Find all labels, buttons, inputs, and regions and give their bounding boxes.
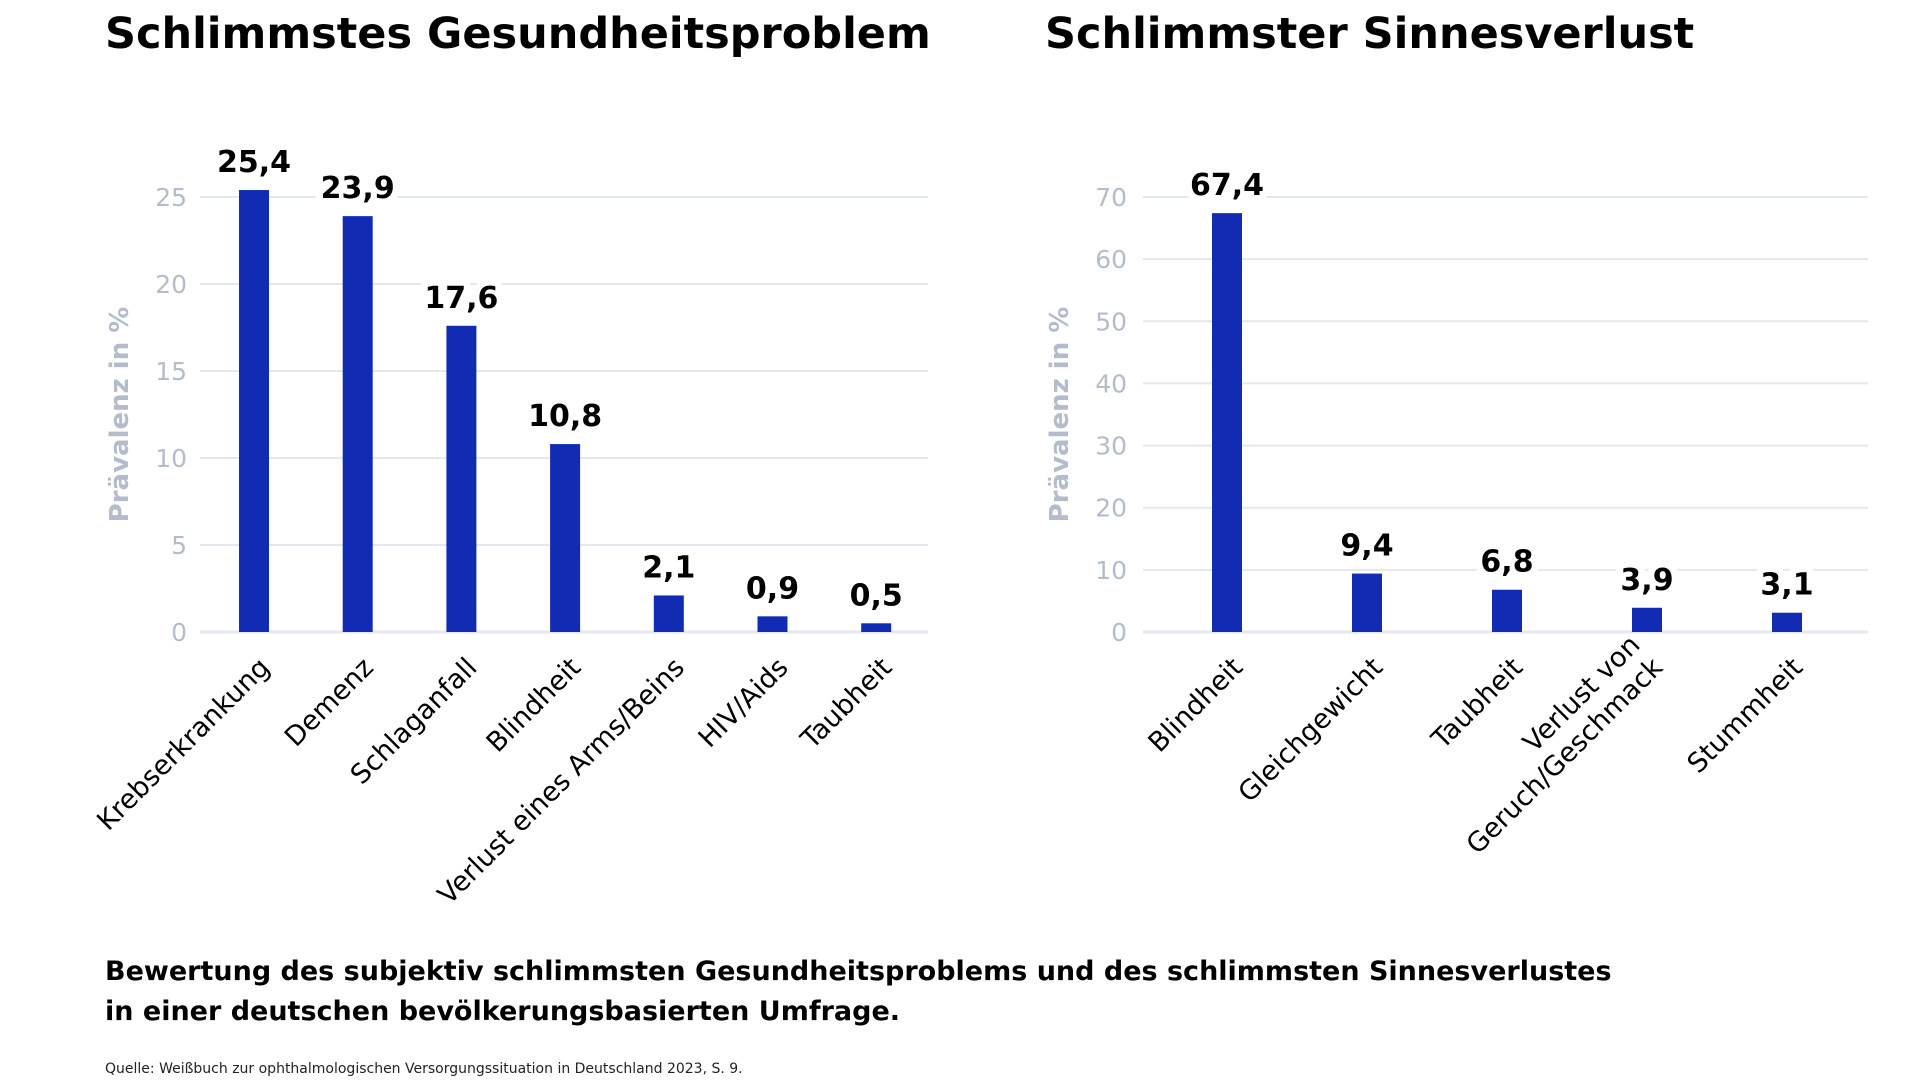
- y-tick-label: 30: [1095, 432, 1127, 461]
- caption-line-1: Bewertung des subjektiv schlimmsten Gesu…: [105, 956, 1612, 987]
- value-label-verlust-eines-arms-beins: 2,1: [642, 550, 695, 585]
- y-tick-label: 0: [1111, 618, 1127, 647]
- bar-krebserkrankung: [239, 190, 269, 633]
- category-label-line: Stummheit: [1682, 652, 1809, 779]
- y-tick-label: 70: [1095, 183, 1127, 212]
- y-tick-label: 10: [155, 444, 187, 473]
- chart-worst-health-problem: Schlimmstes Gesundheitsproblem Prävalenz …: [91, 9, 931, 911]
- figure-caption: Bewertung des subjektiv schlimmsten Gesu…: [105, 952, 1805, 1032]
- chart-title: Schlimmster Sinnesverlust: [1045, 9, 1694, 59]
- category-label-line: Taubheit: [1425, 652, 1529, 756]
- y-tick-label: 10: [1095, 556, 1127, 585]
- bar-taubheit: [861, 623, 892, 632]
- category-label-line: Blindheit: [1143, 652, 1249, 758]
- value-label-blindheit: 10,8: [528, 399, 602, 434]
- bar-verlust-von-geruch-geschmack: [1632, 607, 1662, 632]
- value-label-schlaganfall: 17,6: [424, 281, 498, 316]
- y-tick-label: 15: [155, 357, 187, 386]
- bar-blindheit: [550, 444, 581, 632]
- chart-title: Schlimmstes Gesundheitsproblem: [105, 9, 931, 59]
- value-label-taubheit: 6,8: [1480, 545, 1533, 580]
- y-axis-label: Prävalenz in %: [1045, 307, 1075, 523]
- category-label-blindheit: Blindheit: [1143, 652, 1249, 758]
- y-tick-label: 60: [1095, 245, 1127, 274]
- category-label-line: Gleichgewicht: [1232, 652, 1389, 809]
- bar-verlust-eines-arms-beins: [653, 595, 684, 632]
- bar-taubheit: [1492, 589, 1522, 632]
- y-tick-label: 40: [1095, 369, 1127, 398]
- value-label-verlust-von-geruch-geschmack: 3,9: [1620, 563, 1673, 598]
- source-note: Quelle: Weißbuch zur ophthalmologischen …: [105, 1061, 743, 1077]
- value-label-stummheit: 3,1: [1760, 568, 1813, 603]
- value-label-taubheit: 0,5: [850, 578, 903, 613]
- category-label-taubheit: Taubheit: [1425, 652, 1529, 756]
- bar-schlaganfall: [446, 325, 477, 632]
- bar-gleichgewicht: [1352, 573, 1382, 632]
- y-tick-label: 5: [171, 531, 187, 560]
- category-label-gleichgewicht: Gleichgewicht: [1232, 652, 1389, 809]
- bar-stummheit: [1772, 612, 1802, 632]
- caption-line-2: in einer deutschen bevölkerungsbasierten…: [105, 996, 901, 1027]
- y-tick-label: 50: [1095, 307, 1127, 336]
- bar-blindheit: [1212, 213, 1242, 632]
- bar-demenz: [342, 216, 373, 632]
- y-tick-label: 0: [171, 618, 187, 647]
- value-label-gleichgewicht: 9,4: [1340, 529, 1393, 564]
- value-label-krebserkrankung: 25,4: [217, 145, 291, 180]
- bar-hiv-aids: [757, 616, 788, 632]
- value-label-demenz: 23,9: [321, 171, 395, 206]
- category-label-stummheit: Stummheit: [1682, 652, 1809, 779]
- value-label-hiv-aids: 0,9: [746, 571, 799, 606]
- chart-worst-sense-loss: Schlimmster Sinnesverlust Prävalenz in % 0…: [1045, 9, 1868, 860]
- y-axis-label: Prävalenz in %: [105, 307, 135, 523]
- y-tick-label: 20: [1095, 494, 1127, 523]
- y-tick-label: 20: [155, 270, 187, 299]
- y-tick-label: 25: [155, 183, 187, 212]
- value-label-blindheit: 67,4: [1190, 168, 1264, 203]
